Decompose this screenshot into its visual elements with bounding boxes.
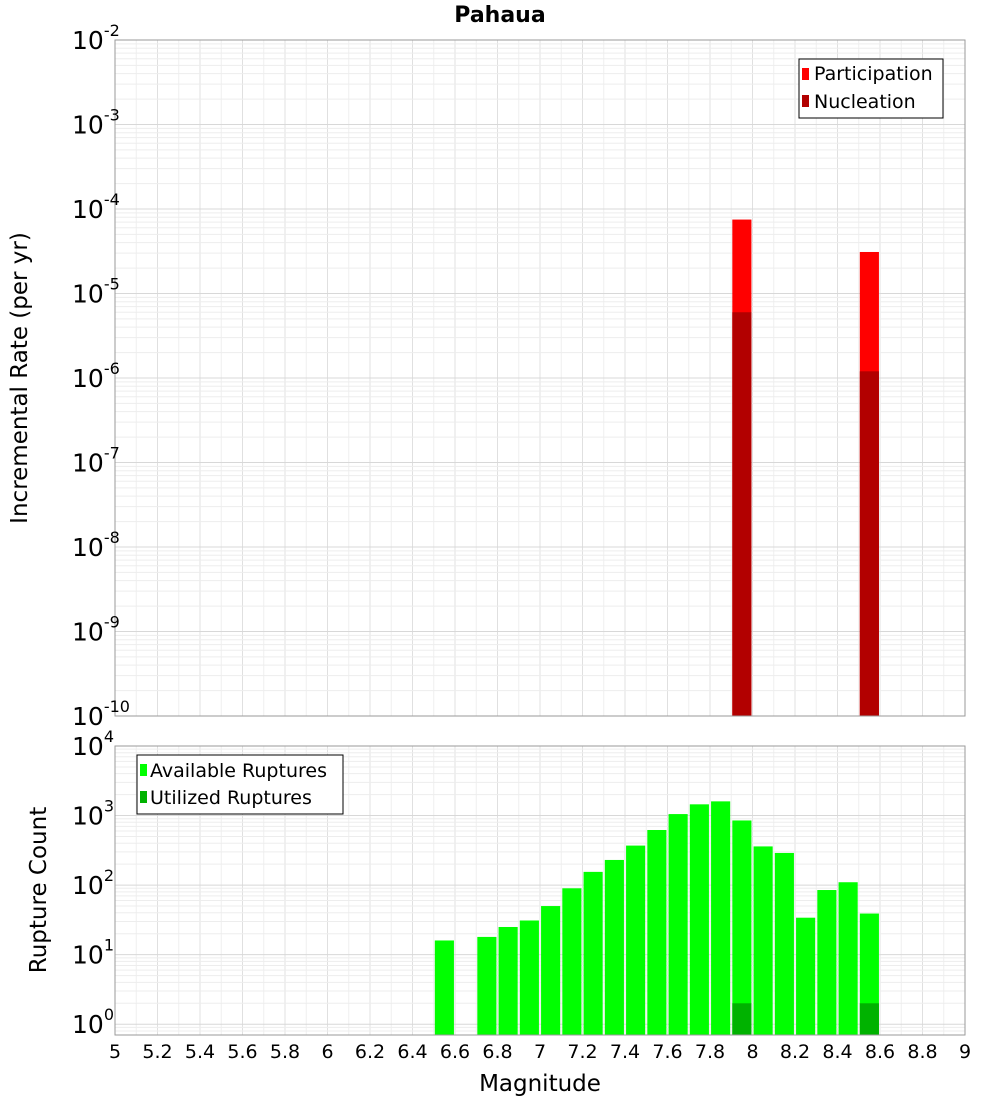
bottom-y-tick-label: 101 xyxy=(72,936,114,970)
legend-swatch-nucleation xyxy=(802,95,809,107)
bottom-y-tick-labels: 100 101 102 103 104 xyxy=(72,727,114,1039)
x-tick-label: 7.4 xyxy=(610,1041,640,1063)
x-tick-label: 6.4 xyxy=(397,1041,427,1063)
chart-title: Pahaua xyxy=(454,3,545,28)
top-legend: Participation Nucleation xyxy=(798,58,944,119)
x-tick-labels: 5 5.2 5.4 5.6 5.8 6 6.2 6.4 6.6 6.8 7 7.2 7.4 7.6 7.8 8… xyxy=(109,1041,971,1063)
bottom-panel: 100 101 102 103 104 5 5.2 5.4 5.6 5.8 6 6.2 6.4 6.6 6… xyxy=(26,727,971,1097)
bottom-plot-frame xyxy=(114,745,966,1036)
top-y-tick-label: 10-10 xyxy=(72,697,130,731)
bottom-bars xyxy=(434,801,879,1035)
x-axis-label: Magnitude xyxy=(479,1071,601,1097)
top-legend-box xyxy=(798,58,944,119)
top-y-tick-label: 10-3 xyxy=(72,106,120,140)
bottom-bar-series1 xyxy=(689,804,709,1035)
bottom-bar-series2 xyxy=(732,1003,752,1035)
top-y-tick-label: 10-7 xyxy=(72,444,120,478)
x-tick-label: 5.6 xyxy=(227,1041,257,1063)
x-tick-label: 7 xyxy=(534,1041,546,1063)
bottom-bar-series1 xyxy=(498,926,518,1035)
bottom-bar-series1 xyxy=(519,920,539,1035)
x-tick-label: 9 xyxy=(959,1041,971,1063)
top-bar-series2 xyxy=(732,312,752,716)
x-tick-label: 5.8 xyxy=(270,1041,300,1063)
top-y-axis-label: Incremental Rate (per yr) xyxy=(7,232,33,524)
bottom-y-tick-label: 103 xyxy=(72,797,114,831)
x-tick-label: 6.6 xyxy=(440,1041,470,1063)
legend-label-participation: Participation xyxy=(814,63,933,85)
legend-swatch-available xyxy=(140,764,147,776)
bottom-bar-series1 xyxy=(583,871,603,1035)
bottom-bar-series1 xyxy=(668,814,688,1035)
bottom-bar-series1 xyxy=(732,820,752,1035)
bottom-bar-series1 xyxy=(477,936,497,1035)
x-tick-label: 8.8 xyxy=(907,1041,937,1063)
bottom-bar-series1 xyxy=(838,882,858,1035)
top-bar-series2 xyxy=(859,371,879,716)
x-tick-label: 5.4 xyxy=(185,1041,215,1063)
top-gridlines xyxy=(114,39,966,717)
top-y-tick-label: 10-6 xyxy=(72,359,120,393)
legend-swatch-participation xyxy=(802,68,809,80)
bottom-bar-series1 xyxy=(711,801,731,1035)
legend-label-nucleation: Nucleation xyxy=(814,91,916,113)
top-y-tick-label: 10-9 xyxy=(72,613,120,647)
x-tick-label: 7.8 xyxy=(695,1041,725,1063)
top-panel: 10-10 10-9 10-8 10-7 10-6 10-5 10-4 10-3 10-2 In… xyxy=(7,21,966,731)
legend-label-available: Available Ruptures xyxy=(150,760,327,782)
top-y-tick-label: 10-4 xyxy=(72,190,120,224)
top-plot-frame xyxy=(114,39,966,717)
x-tick-label: 5.2 xyxy=(142,1041,172,1063)
bottom-y-tick-label: 104 xyxy=(72,727,114,761)
bottom-bar-series1 xyxy=(604,859,624,1035)
x-tick-label: 7.2 xyxy=(567,1041,597,1063)
top-y-tick-label: 10-8 xyxy=(72,528,120,562)
x-tick-label: 6.8 xyxy=(482,1041,512,1063)
legend-swatch-utilized xyxy=(140,791,147,803)
bottom-bar-series2 xyxy=(859,1003,879,1035)
bottom-bar-series1 xyxy=(647,829,667,1035)
x-tick-label: 7.6 xyxy=(652,1041,682,1063)
bottom-legend: Available Ruptures Utilized Ruptures xyxy=(136,754,344,815)
bottom-bar-series1 xyxy=(817,890,837,1035)
bottom-y-tick-label: 100 xyxy=(72,1005,114,1039)
top-y-tick-label: 10-5 xyxy=(72,275,120,309)
x-tick-label: 6.2 xyxy=(355,1041,385,1063)
top-y-tick-labels: 10-10 10-9 10-8 10-7 10-6 10-5 10-4 10-3 10-2 xyxy=(72,21,130,731)
top-bars xyxy=(732,219,879,717)
bottom-bar-series1 xyxy=(774,852,794,1035)
bottom-bar-series1 xyxy=(753,846,773,1035)
legend-label-utilized: Utilized Ruptures xyxy=(150,787,312,809)
top-y-tick-label: 10-2 xyxy=(72,21,120,55)
x-tick-label: 6 xyxy=(321,1041,333,1063)
bottom-bar-series1 xyxy=(562,888,582,1035)
bottom-legend-box xyxy=(136,754,344,815)
bottom-bar-series1 xyxy=(434,940,454,1035)
bottom-bar-series1 xyxy=(796,917,816,1035)
x-tick-label: 8 xyxy=(746,1041,758,1063)
bottom-bar-series1 xyxy=(626,845,646,1035)
x-tick-label: 8.2 xyxy=(780,1041,810,1063)
bottom-bar-series1 xyxy=(541,906,561,1035)
x-tick-label: 5 xyxy=(109,1041,121,1063)
bottom-y-tick-label: 102 xyxy=(72,866,114,900)
x-tick-label: 8.4 xyxy=(822,1041,852,1063)
x-tick-label: 8.6 xyxy=(865,1041,895,1063)
bottom-y-axis-label: Rupture Count xyxy=(26,807,52,973)
